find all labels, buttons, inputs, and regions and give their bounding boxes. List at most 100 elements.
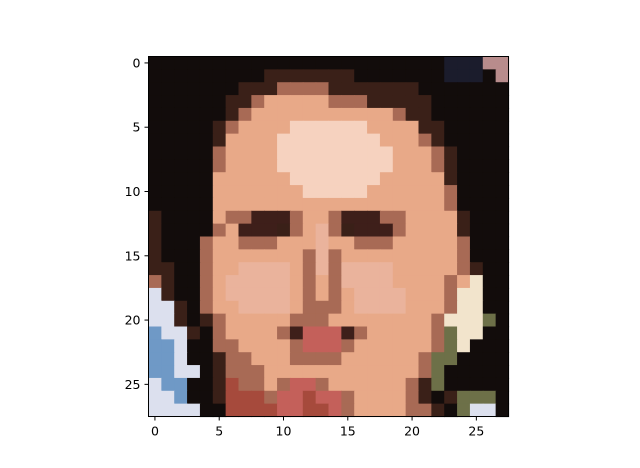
pixel-cell <box>315 390 330 405</box>
pixel-cell <box>354 275 368 289</box>
pixel-cell <box>251 159 265 173</box>
pixel-cell <box>469 197 484 212</box>
pixel-cell <box>225 210 240 225</box>
pixel-cell <box>392 390 407 405</box>
pixel-cell <box>315 275 330 289</box>
x-tick-label: 5 <box>215 424 223 439</box>
pixel-cell <box>148 275 162 289</box>
pixel-cell <box>212 352 227 366</box>
pixel-cell <box>469 120 484 135</box>
pixel-cell <box>174 275 188 289</box>
pixel-cell <box>482 262 497 276</box>
pixel-cell <box>148 313 162 328</box>
pixel-cell <box>431 69 445 83</box>
pixel-cell <box>354 403 368 418</box>
pixel-cell <box>174 262 188 276</box>
pixel-cell <box>341 95 355 109</box>
pixel-cell <box>444 326 458 340</box>
pixel-cell <box>187 339 201 353</box>
pixel-cell <box>225 223 240 238</box>
y-tick-label: 15 <box>125 248 141 263</box>
pixel-cell <box>187 185 201 199</box>
pixel-cell <box>457 236 471 250</box>
pixel-cell <box>212 403 227 418</box>
pixel-cell <box>277 403 291 418</box>
pixel-cell <box>277 56 291 70</box>
pixel-cell <box>341 287 355 302</box>
pixel-cell <box>431 210 445 225</box>
pixel-cell <box>251 287 265 302</box>
pixel-cell <box>328 107 342 122</box>
pixel-cell <box>495 197 510 212</box>
pixel-cell <box>354 146 368 160</box>
pixel-cell <box>367 365 381 379</box>
pixel-cell <box>148 69 162 83</box>
pixel-cell <box>264 120 278 135</box>
pixel-cell <box>264 249 278 263</box>
pixel-cell <box>264 69 278 83</box>
pixel-cell <box>392 352 407 366</box>
pixel-cell <box>289 300 304 315</box>
pixel-cell <box>431 365 445 379</box>
pixel-cell <box>341 223 355 238</box>
pixel-cell <box>225 159 240 173</box>
pixel-cell <box>148 403 162 418</box>
pixel-cell <box>457 365 471 379</box>
pixel-cell <box>418 262 432 276</box>
pixel-cell <box>469 249 484 263</box>
pixel-cell <box>302 82 317 96</box>
pixel-cell <box>212 313 227 328</box>
pixel-cell <box>379 146 394 160</box>
pixel-cell <box>199 339 214 353</box>
pixel-cell <box>379 107 394 122</box>
pixel-cell <box>251 365 265 379</box>
pixel-cell <box>495 300 510 315</box>
pixel-cell <box>289 95 304 109</box>
pixel-cell <box>302 313 317 328</box>
pixel-cell <box>469 326 484 340</box>
pixel-cell <box>341 172 355 186</box>
pixel-cell <box>289 403 304 418</box>
pixel-cell <box>174 197 188 212</box>
pixel-cell <box>161 390 175 405</box>
pixel-cell <box>277 146 291 160</box>
pixel-cell <box>328 56 342 70</box>
pixel-cell <box>418 159 432 173</box>
pixel-cell <box>379 352 394 366</box>
pixel-cell <box>469 95 484 109</box>
pixel-cell <box>379 82 394 96</box>
pixel-cell <box>495 249 510 263</box>
pixel-cell <box>341 197 355 212</box>
pixel-cell <box>187 262 201 276</box>
y-tick-label: 25 <box>125 377 141 392</box>
x-tick-label: 10 <box>276 424 292 439</box>
pixel-cell <box>148 56 162 70</box>
pixel-cell <box>302 390 317 405</box>
pixel-cell <box>392 326 407 340</box>
pixel-cell <box>174 210 188 225</box>
pixel-cell <box>187 313 201 328</box>
pixel-cell <box>161 287 175 302</box>
pixel-cell <box>302 197 317 212</box>
pixel-cell <box>418 82 432 96</box>
pixel-cell <box>277 210 291 225</box>
pixel-cell <box>199 275 214 289</box>
pixel-cell <box>469 133 484 148</box>
pixel-cell <box>225 172 240 186</box>
pixel-cell <box>392 185 407 199</box>
pixel-cell <box>341 236 355 250</box>
pixel-cell <box>302 352 317 366</box>
pixel-cell <box>482 275 497 289</box>
pixel-cell <box>302 249 317 263</box>
pixel-cell <box>482 146 497 160</box>
pixel-cell <box>341 377 355 392</box>
pixel-cell <box>418 107 432 122</box>
pixel-cell <box>302 56 317 70</box>
pixel-cell <box>354 236 368 250</box>
pixel-cell <box>148 377 162 392</box>
pixel-cell <box>444 210 458 225</box>
pixel-cell <box>431 223 445 238</box>
pixel-cell <box>289 82 304 96</box>
pixel-cell <box>367 82 381 96</box>
pixel-cell <box>315 287 330 302</box>
